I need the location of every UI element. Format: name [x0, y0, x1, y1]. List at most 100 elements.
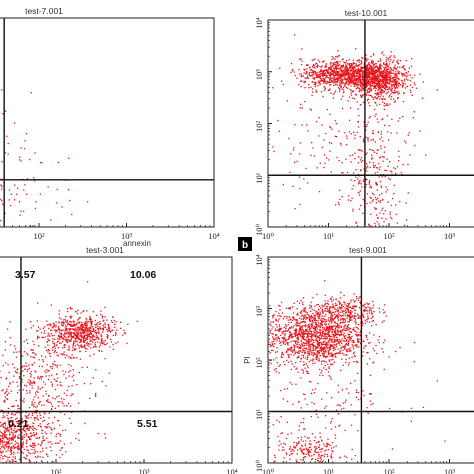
- data-point: [368, 117, 370, 119]
- data-point: [324, 69, 326, 71]
- data-point: [371, 80, 374, 83]
- data-point: [372, 132, 374, 135]
- data-point: [374, 92, 376, 95]
- data-point: [372, 199, 375, 201]
- data-point: [13, 199, 16, 201]
- data-point: [377, 217, 379, 219]
- data-point: [362, 180, 364, 182]
- data-point: [377, 97, 379, 99]
- data-point: [27, 449, 29, 451]
- data-point: [315, 83, 317, 85]
- data-point: [398, 73, 400, 75]
- data-point: [335, 68, 337, 70]
- data-point: [294, 74, 296, 77]
- data-point: [370, 185, 372, 187]
- data-point: [349, 79, 351, 81]
- data-point: [383, 62, 385, 65]
- data-point: [334, 63, 336, 65]
- data-point: [398, 71, 401, 73]
- data-point: [4, 443, 6, 446]
- y-tick-label: 10²: [254, 121, 264, 133]
- data-point: [377, 95, 380, 98]
- data-point: [300, 76, 302, 78]
- data-point: [350, 75, 352, 77]
- data-point: [27, 427, 29, 429]
- data-point: [303, 72, 305, 74]
- data-point: [12, 422, 14, 424]
- data-point: [344, 82, 346, 85]
- data-point: [360, 204, 362, 207]
- data-point: [10, 438, 13, 440]
- data-point: [319, 77, 321, 79]
- data-point: [330, 92, 332, 94]
- data-point: [377, 78, 380, 80]
- data-point: [35, 201, 37, 203]
- data-point: [411, 86, 414, 89]
- data-point: [338, 78, 340, 80]
- data-point: [6, 441, 8, 443]
- data-point: [310, 109, 312, 111]
- data-point: [7, 411, 9, 414]
- data-point: [382, 173, 385, 176]
- data-point: [412, 117, 414, 119]
- data-point: [409, 74, 411, 76]
- data-point: [300, 58, 302, 60]
- data-point: [351, 69, 353, 71]
- data-point: [365, 68, 367, 70]
- data-point: [41, 430, 43, 432]
- data-point: [299, 176, 301, 178]
- data-point: [335, 64, 338, 66]
- data-point: [366, 178, 368, 181]
- data-point: [380, 60, 382, 62]
- data-point: [320, 78, 322, 80]
- data-point: [273, 150, 275, 153]
- data-point: [345, 158, 347, 160]
- data-point: [2, 423, 4, 426]
- data-point: [403, 67, 405, 70]
- data-point: [379, 66, 382, 69]
- data-point: [348, 83, 350, 85]
- data-point: [384, 77, 386, 79]
- data-point: [381, 78, 383, 80]
- data-point: [340, 73, 342, 75]
- data-point: [398, 92, 401, 94]
- data-point: [45, 447, 47, 449]
- data-point: [17, 442, 19, 444]
- data-point: [387, 165, 389, 167]
- data-point: [307, 77, 309, 79]
- data-point: [307, 64, 309, 67]
- data-point: [397, 66, 399, 68]
- data-point: [384, 78, 386, 80]
- data-point: [390, 81, 393, 83]
- data-point: [308, 71, 311, 74]
- data-point: [367, 71, 369, 73]
- data-point: [4, 436, 6, 438]
- plot-panel-1: [0, 17, 215, 242]
- data-point: [376, 214, 378, 216]
- data-point: [0, 454, 2, 456]
- data-point: [367, 74, 369, 76]
- data-point: [360, 89, 362, 91]
- data-point: [17, 444, 19, 446]
- data-point: [370, 69, 372, 71]
- data-point: [54, 241, 55, 242]
- data-point: [410, 65, 413, 67]
- data-point: [322, 71, 325, 73]
- data-point: [411, 77, 413, 79]
- data-point: [409, 154, 411, 156]
- data-point: [357, 178, 359, 180]
- data-point: [360, 67, 362, 69]
- data-point: [311, 141, 313, 144]
- data-point: [361, 68, 363, 70]
- data-point: [61, 206, 63, 208]
- data-point: [342, 81, 344, 83]
- data-point: [377, 75, 379, 77]
- data-point: [28, 429, 30, 431]
- data-point: [350, 74, 352, 76]
- data-point: [23, 434, 25, 436]
- data-point: [311, 69, 313, 71]
- data-point: [48, 423, 50, 425]
- data-point: [311, 74, 313, 76]
- data-point: [352, 71, 354, 73]
- data-point: [349, 82, 351, 84]
